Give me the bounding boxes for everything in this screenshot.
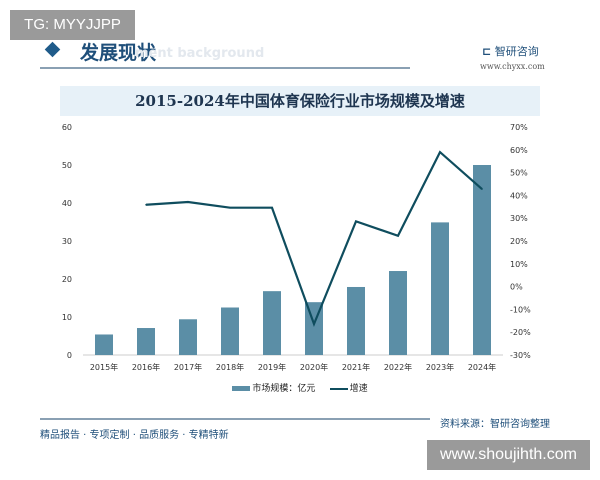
left-tick-label: 30 [62, 237, 72, 246]
legend-line-swatch [329, 387, 348, 390]
x-tick-label: 2015年 [90, 362, 118, 372]
title-band [60, 86, 540, 116]
bar [431, 222, 449, 355]
right-tick-label: 30% [510, 214, 528, 223]
growth-point [313, 323, 315, 325]
left-tick-label: 60 [62, 123, 72, 132]
growth-point [271, 206, 273, 209]
right-tick-label: 40% [510, 191, 528, 200]
bar [137, 328, 155, 355]
left-tick-label: 20 [62, 275, 72, 284]
x-tick-label: 2024年 [468, 362, 496, 372]
bar [221, 307, 239, 355]
footer-slogan: 精品报告 · 专项定制 · 品质服务 · 专精特新 [40, 430, 229, 441]
right-tick-label: 60% [510, 146, 528, 155]
right-tick-label: 0% [510, 283, 523, 292]
logo-icon: ⊏ [482, 45, 492, 58]
brand-url: www.chyxx.com [480, 62, 545, 71]
legend-bar-label: 市场规模：亿元 [252, 384, 316, 394]
bar [347, 286, 365, 355]
footer-divider [40, 418, 430, 420]
chart-title: 2015-2024年中国体育保险行业市场规模及增速 [135, 92, 465, 110]
bar [179, 319, 197, 355]
x-tick-label: 2017年 [174, 362, 202, 372]
growth-point [355, 220, 357, 223]
bar [263, 291, 281, 355]
right-tick-label: 20% [510, 237, 528, 246]
left-tick-label: 50 [62, 161, 72, 170]
legend-line-label: 增速 [349, 384, 368, 394]
right-tick-label: 70% [510, 123, 528, 132]
site-watermark: www.shoujihth.com [427, 440, 590, 470]
x-tick-label: 2021年 [342, 362, 370, 372]
x-tick-label: 2023年 [426, 362, 454, 372]
growth-point [481, 188, 483, 190]
source-note: 资料来源：智研咨询整理 [440, 419, 550, 430]
left-tick-label: 10 [62, 313, 72, 322]
right-tick-label: -10% [510, 305, 531, 314]
tg-watermark: TG: MYYJJPP [10, 10, 135, 40]
bar [95, 334, 113, 355]
x-tick-label: 2018年 [216, 362, 244, 372]
x-tick-label: 2020年 [300, 362, 328, 372]
right-tick-label: 50% [510, 169, 528, 178]
growth-point [145, 203, 147, 206]
left-tick-label: 0 [67, 351, 72, 360]
x-tick-label: 2019年 [258, 362, 286, 372]
legend: 市场规模：亿元 增速 [0, 381, 600, 394]
x-tick-label: 2022年 [384, 362, 412, 372]
growth-point [187, 201, 189, 203]
section-subtitle: ment background [135, 46, 265, 61]
section-title: 发展现状 [80, 42, 157, 64]
brand-logo: ⊏ 智研咨询 [482, 43, 539, 59]
right-tick-label: -20% [510, 328, 531, 337]
x-tick-label: 2016年 [132, 362, 160, 372]
legend-bar-swatch [232, 386, 251, 391]
bar [473, 165, 491, 355]
growth-point [439, 151, 441, 153]
brand-name: 智研咨询 [494, 45, 539, 58]
growth-point [397, 234, 399, 237]
right-tick-label: 10% [510, 260, 528, 269]
right-tick-label: -30% [510, 351, 531, 360]
bar [389, 271, 407, 355]
growth-point [229, 206, 231, 209]
left-tick-label: 40 [62, 199, 72, 208]
header-divider [40, 67, 410, 69]
